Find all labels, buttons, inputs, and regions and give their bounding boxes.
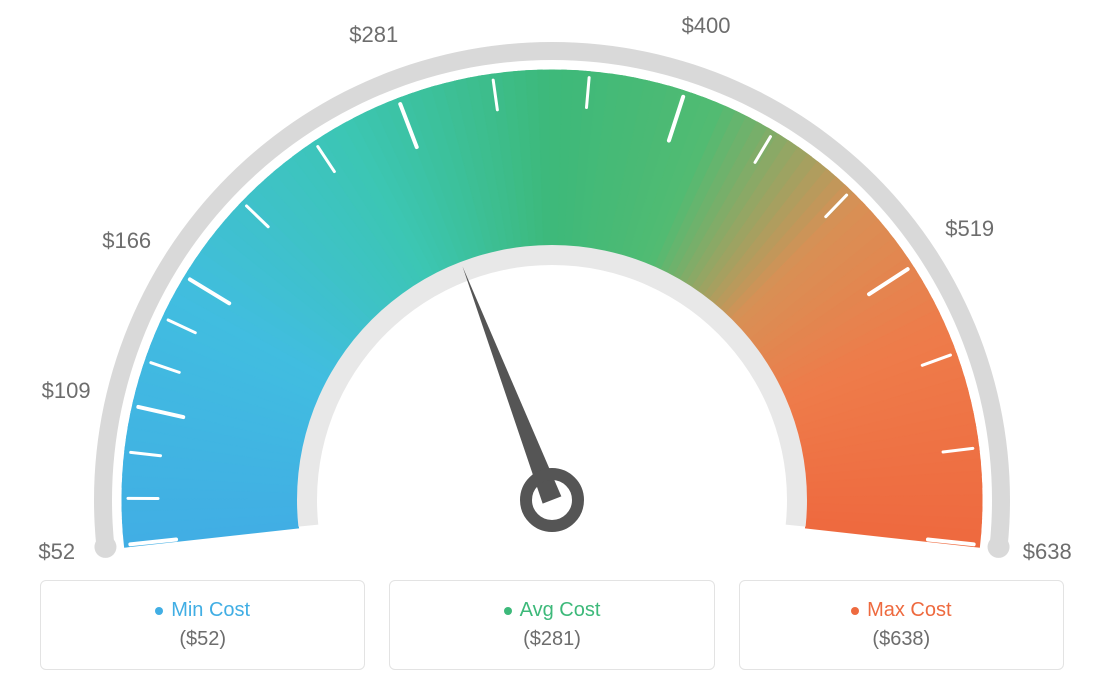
legend-row: Min Cost ($52) Avg Cost ($281) Max Cost … (40, 580, 1064, 670)
gauge-tick-label: $166 (102, 228, 151, 254)
legend-value-min: ($52) (179, 628, 226, 651)
gauge-tick-label: $109 (42, 378, 91, 404)
gauge-tick-label: $519 (945, 216, 994, 242)
bullet-avg (504, 607, 512, 615)
gauge-chart: $52$109$166$281$400$519$638 (0, 0, 1104, 560)
legend-title-max: Max Cost (867, 599, 951, 622)
legend-card-avg: Avg Cost ($281) (389, 580, 714, 670)
gauge-tick-label: $400 (682, 13, 731, 39)
legend-card-max: Max Cost ($638) (739, 580, 1064, 670)
bullet-max (851, 607, 859, 615)
legend-title-avg: Avg Cost (520, 599, 601, 622)
gauge-tick-label: $281 (349, 22, 398, 48)
legend-title-min: Min Cost (171, 599, 250, 622)
legend-card-min: Min Cost ($52) (40, 580, 365, 670)
gauge-needle (463, 267, 562, 504)
legend-value-avg: ($281) (523, 628, 581, 651)
legend-value-max: ($638) (872, 628, 930, 651)
bullet-min (155, 607, 163, 615)
gauge-tick-label: $52 (38, 539, 75, 565)
gauge-tick-label: $638 (1023, 539, 1072, 565)
